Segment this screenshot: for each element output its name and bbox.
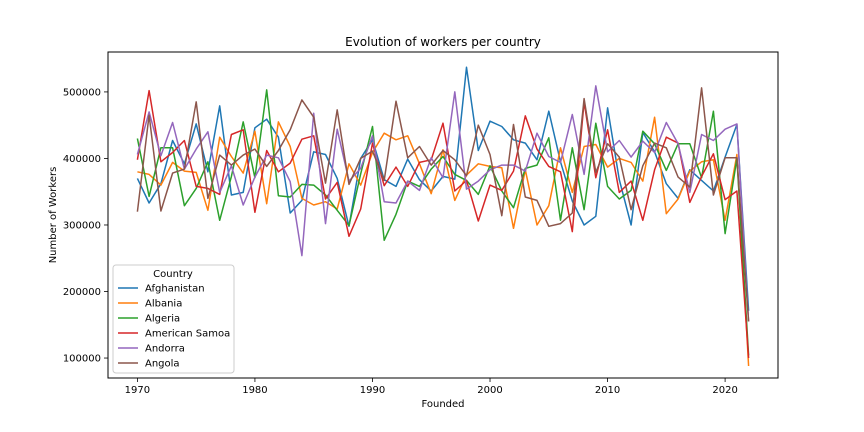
y-tick-label: 400000: [63, 154, 101, 165]
x-axis: 1970 1980 1990 2000 2010 2020: [125, 378, 738, 396]
legend-label: Algeria: [145, 314, 180, 325]
x-tick-label: 1980: [242, 385, 267, 396]
legend-label: American Samoa: [145, 329, 230, 340]
legend-box: [112, 264, 235, 374]
legend-label: Andorra: [145, 344, 185, 355]
y-axis: 100000 200000 300000 400000 500000: [63, 87, 108, 365]
series-line-american-samoa: [136, 89, 750, 359]
x-tick-label: 1990: [360, 385, 385, 396]
x-tick-label: 1970: [125, 385, 150, 396]
plot-lines: [136, 66, 750, 367]
legend: Country Afghanistan Albania Algeria America…: [112, 264, 235, 374]
y-tick-label: 100000: [63, 354, 101, 365]
legend-label: Albania: [145, 299, 182, 310]
plot-frame: [107, 51, 779, 379]
series-line-angola: [136, 87, 750, 322]
series-line-andorra: [136, 85, 750, 322]
chart-title: Evolution of workers per country: [345, 35, 541, 49]
legend-title: Country: [153, 269, 193, 280]
legend-label: Afghanistan: [145, 284, 205, 295]
x-axis-label: Founded: [421, 399, 464, 410]
series-line-algeria: [136, 89, 750, 356]
x-tick-label: 2000: [477, 385, 502, 396]
x-tick-label: 2020: [712, 385, 737, 396]
x-tick-label: 2010: [595, 385, 620, 396]
y-tick-label: 200000: [63, 287, 101, 298]
legend-items: Afghanistan Albania Algeria American Samoa A…: [118, 284, 230, 370]
y-axis-label: Number of Workers: [48, 167, 59, 264]
y-tick-label: 300000: [63, 220, 101, 231]
legend-label: Angola: [145, 359, 180, 370]
y-tick-label: 500000: [63, 87, 101, 98]
